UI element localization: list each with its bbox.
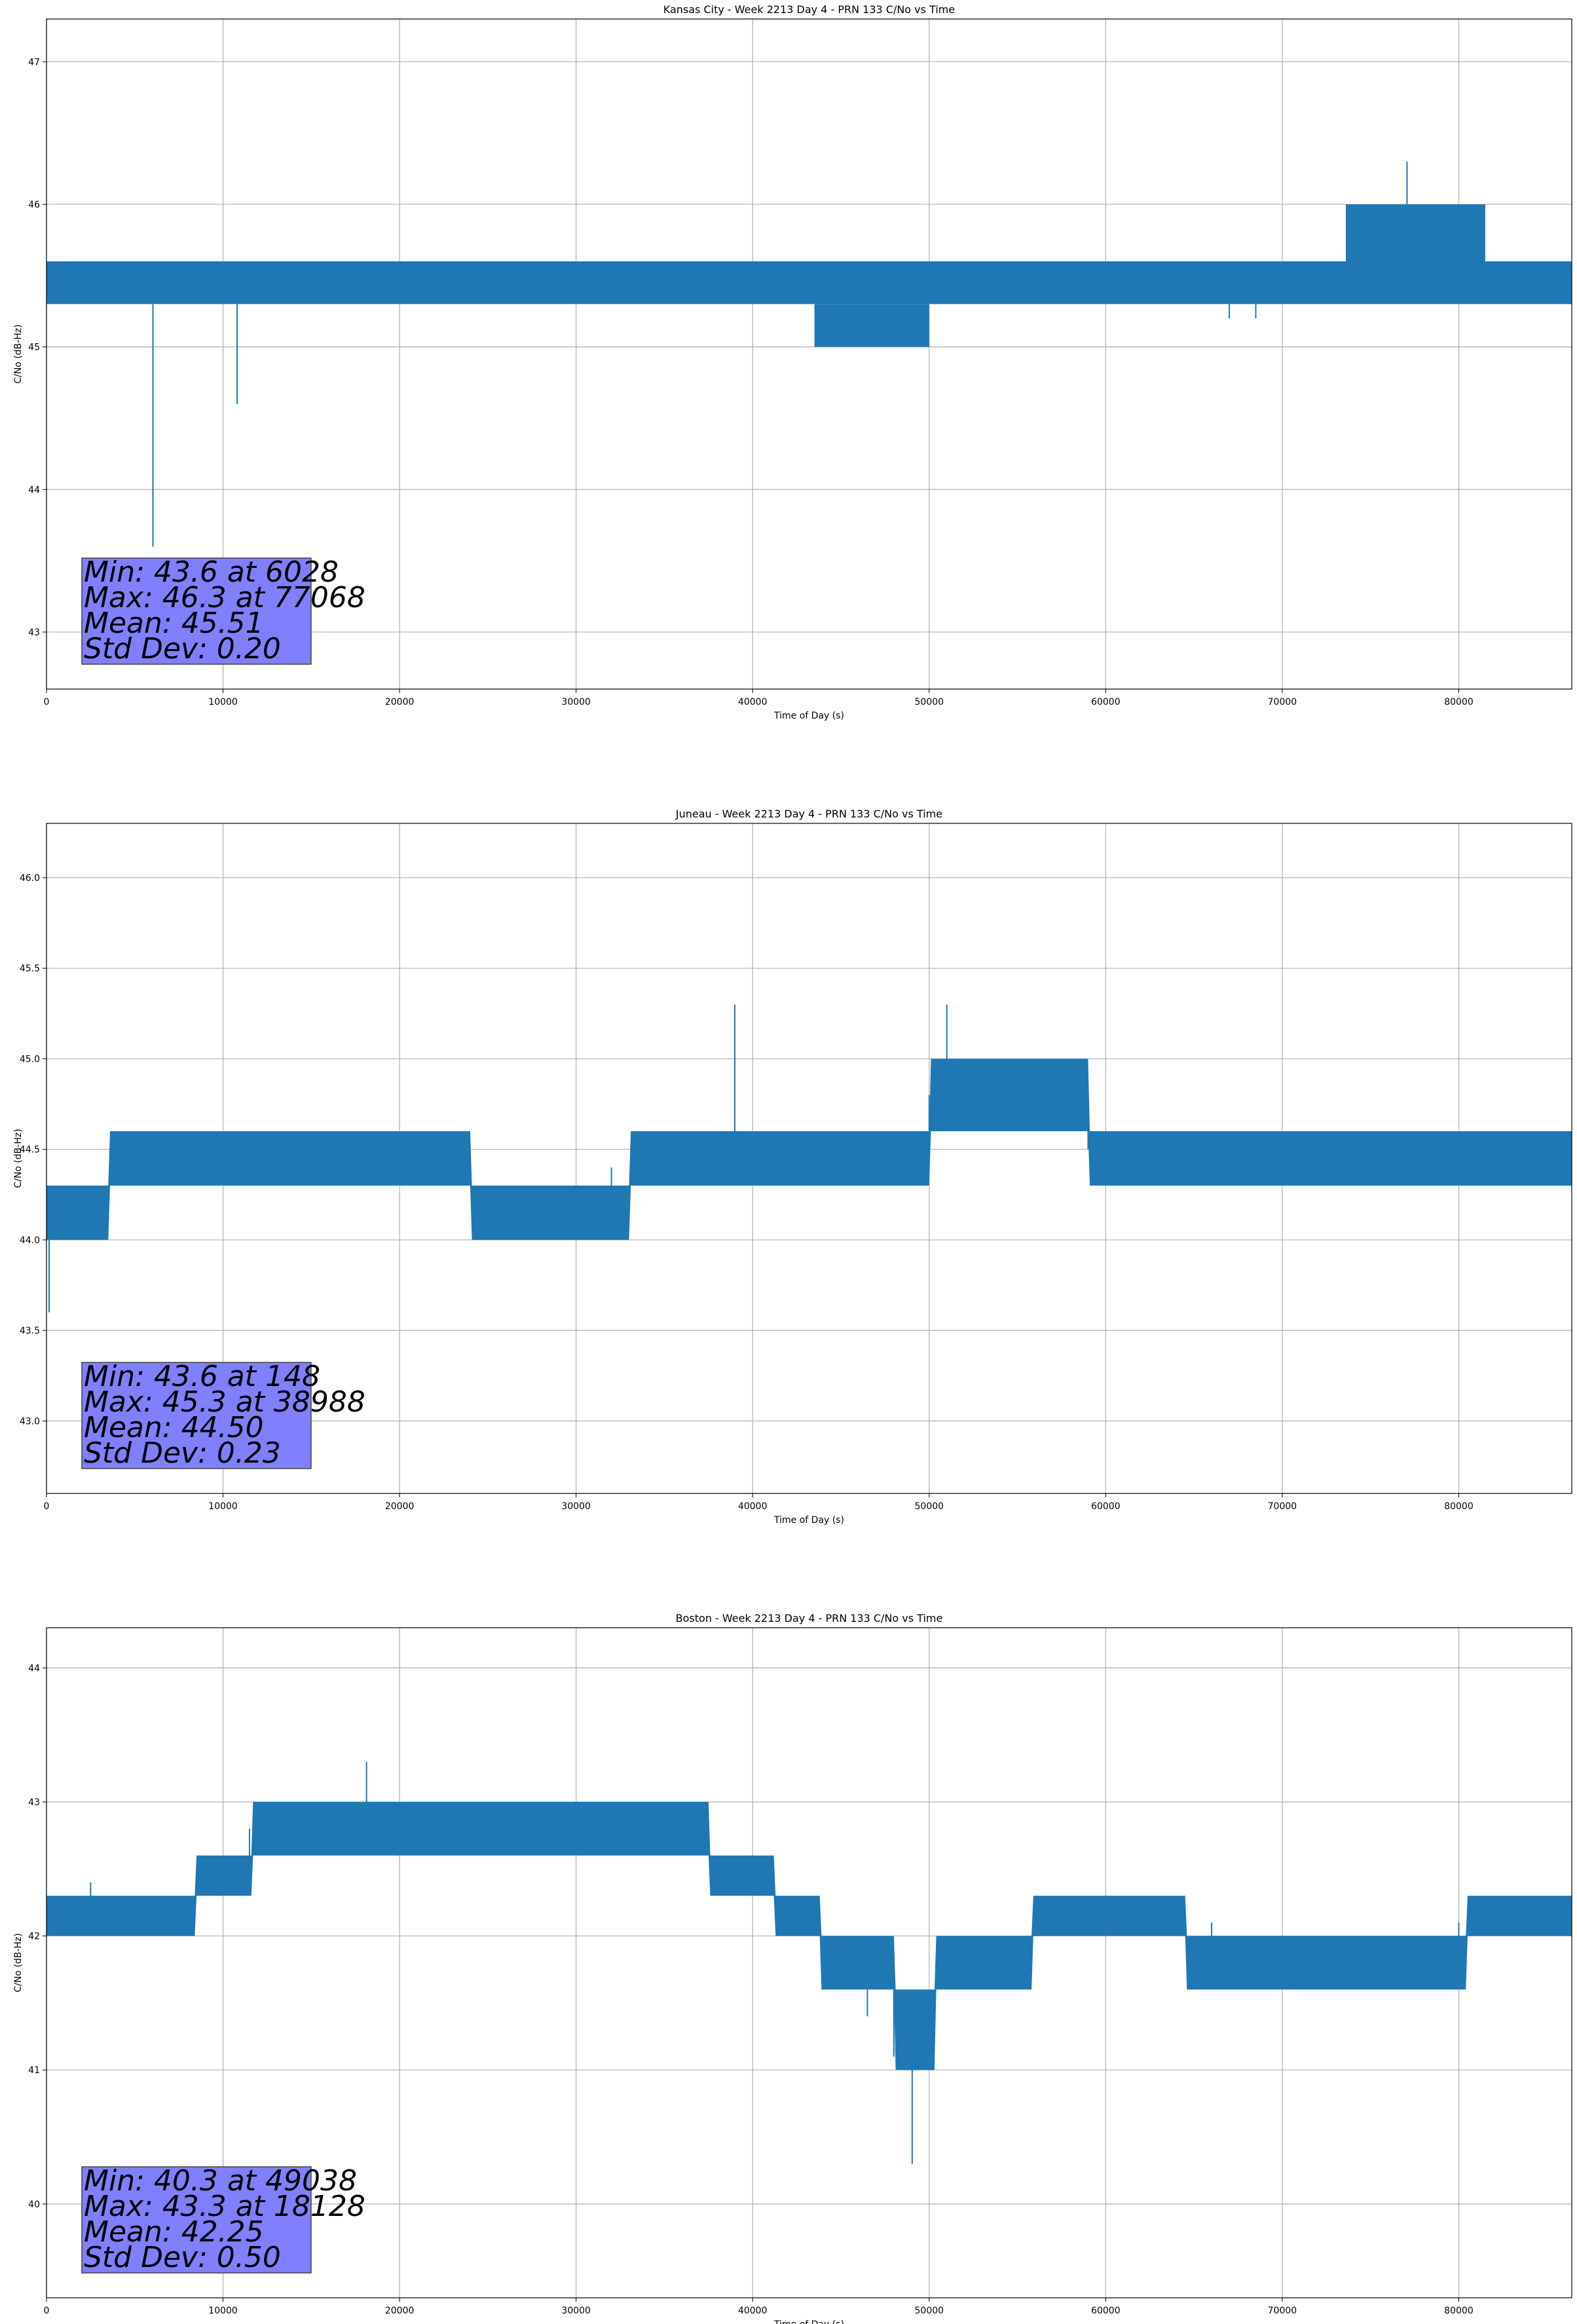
y-axis-label: C/No (dB-Hz) bbox=[13, 1933, 24, 1992]
stats-line: Max: 43.3 at 18128 bbox=[84, 2190, 365, 2223]
x-tick-label: 70000 bbox=[1268, 1501, 1297, 1512]
x-tick-label: 40000 bbox=[738, 1501, 768, 1512]
x-tick-label: 50000 bbox=[915, 1501, 944, 1512]
series-band-lower bbox=[814, 304, 929, 347]
y-tick-label: 45.0 bbox=[20, 1054, 40, 1064]
x-tick-label: 50000 bbox=[915, 697, 944, 707]
chart-title: Kansas City - Week 2213 Day 4 - PRN 133 … bbox=[663, 3, 955, 16]
y-axis-label: C/No (dB-Hz) bbox=[13, 324, 24, 383]
subplot: 0 10000 20000 30000 40000 50000 60000 70000 8000… bbox=[13, 1612, 1572, 2324]
stats-line: Min: 43.6 at 6028 bbox=[84, 555, 339, 589]
x-tick-label: 0 bbox=[44, 697, 50, 707]
plot-area bbox=[46, 1761, 1572, 2164]
subplot: 0 10000 20000 30000 40000 50000 60000 70000 8000… bbox=[13, 3, 1572, 721]
x-tick-label: 50000 bbox=[915, 2306, 944, 2316]
y-tick-label: 47 bbox=[28, 57, 40, 67]
y-tick-label: 44 bbox=[28, 1663, 40, 1674]
x-axis-label: Time of Day (s) bbox=[773, 2319, 844, 2324]
y-axis-label: C/No (dB-Hz) bbox=[13, 1129, 24, 1188]
x-tick-label: 40000 bbox=[738, 2306, 768, 2316]
chart-title: Juneau - Week 2213 Day 4 - PRN 133 C/No … bbox=[675, 808, 942, 820]
x-tick-label: 10000 bbox=[208, 697, 238, 707]
series-band bbox=[46, 261, 1572, 305]
x-tick-label: 60000 bbox=[1091, 2306, 1121, 2316]
stats-line: Min: 40.3 at 49038 bbox=[84, 2164, 357, 2198]
stats-line: Mean: 44.50 bbox=[84, 1411, 264, 1444]
series-band bbox=[46, 1802, 1572, 2071]
series-band-upper bbox=[1346, 204, 1485, 261]
x-tick-label: 30000 bbox=[561, 2306, 591, 2316]
plot-area bbox=[46, 161, 1572, 547]
y-tick-label: 44 bbox=[28, 485, 40, 495]
y-tick-label: 44.0 bbox=[20, 1235, 40, 1246]
y-tick-label: 40 bbox=[28, 2200, 40, 2210]
axes-frame bbox=[46, 1627, 1572, 2298]
x-axis-label: Time of Day (s) bbox=[773, 711, 844, 721]
stats-line: Mean: 42.25 bbox=[84, 2215, 264, 2249]
stats-line: Max: 46.3 at 77068 bbox=[84, 581, 365, 614]
stats-line: Min: 43.6 at 148 bbox=[84, 1360, 320, 1393]
x-tick-label: 80000 bbox=[1444, 2306, 1474, 2316]
y-tick-label: 45.5 bbox=[20, 964, 40, 974]
x-tick-label: 10000 bbox=[208, 1501, 238, 1512]
x-tick-label: 80000 bbox=[1444, 1501, 1474, 1512]
y-tick-label: 46 bbox=[28, 200, 40, 210]
x-tick-label: 70000 bbox=[1268, 697, 1297, 707]
x-tick-label: 60000 bbox=[1091, 1501, 1121, 1512]
x-tick-label: 0 bbox=[44, 1501, 50, 1512]
y-tick-label: 41 bbox=[28, 2065, 40, 2076]
chart-title: Boston - Week 2213 Day 4 - PRN 133 C/No … bbox=[676, 1612, 943, 1624]
y-tick-label: 42 bbox=[28, 1932, 40, 1942]
x-axis-label: Time of Day (s) bbox=[773, 1515, 844, 1526]
subplot: 0 10000 20000 30000 40000 50000 60000 70000 8000… bbox=[13, 808, 1572, 1526]
x-tick-label: 30000 bbox=[561, 697, 591, 707]
x-tick-label: 0 bbox=[44, 2306, 50, 2316]
stats-line: Mean: 45.51 bbox=[84, 607, 264, 640]
y-tick-label: 43 bbox=[28, 1797, 40, 1808]
x-tick-label: 30000 bbox=[561, 1501, 591, 1512]
stats-line: Std Dev: 0.23 bbox=[84, 1436, 281, 1470]
stats-line: Std Dev: 0.50 bbox=[84, 2241, 281, 2274]
x-tick-label: 40000 bbox=[738, 697, 768, 707]
stats-line: Std Dev: 0.20 bbox=[84, 632, 281, 665]
series-band bbox=[46, 1059, 1572, 1240]
axes-frame bbox=[46, 823, 1572, 1494]
y-tick-label: 46.0 bbox=[20, 873, 40, 884]
x-tick-label: 10000 bbox=[208, 2306, 238, 2316]
x-tick-label: 80000 bbox=[1444, 697, 1474, 707]
stats-box bbox=[81, 557, 312, 665]
y-tick-label: 43.5 bbox=[20, 1326, 40, 1336]
y-tick-label: 44.5 bbox=[20, 1145, 40, 1155]
y-tick-label: 43.0 bbox=[20, 1416, 40, 1427]
stats-line: Max: 45.3 at 38988 bbox=[84, 1385, 365, 1419]
axes-frame bbox=[46, 18, 1572, 690]
y-tick-label: 43 bbox=[28, 628, 40, 638]
plot-area bbox=[46, 1004, 1572, 1313]
y-tick-label: 45 bbox=[28, 343, 40, 353]
x-tick-label: 20000 bbox=[385, 1501, 415, 1512]
x-tick-label: 20000 bbox=[385, 697, 415, 707]
stats-box bbox=[81, 2166, 312, 2274]
x-tick-label: 70000 bbox=[1268, 2306, 1297, 2316]
x-tick-label: 20000 bbox=[385, 2306, 415, 2316]
x-tick-label: 60000 bbox=[1091, 697, 1121, 707]
stats-box bbox=[81, 1362, 312, 1469]
